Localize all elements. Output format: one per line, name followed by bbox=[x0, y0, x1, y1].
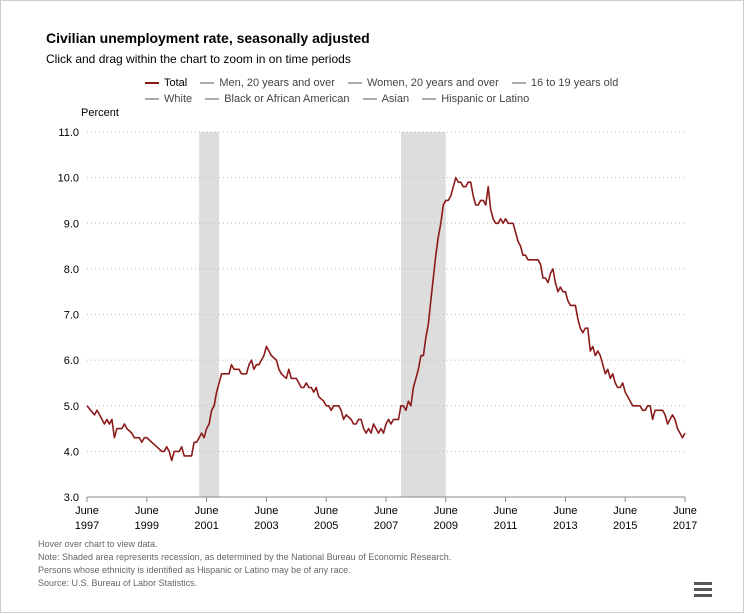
legend-item-asian[interactable]: Asian bbox=[362, 93, 410, 105]
y-tick-label: 11.0 bbox=[58, 127, 79, 139]
menu-bar bbox=[694, 582, 712, 585]
legend-label: Black or African American bbox=[224, 93, 350, 105]
legend-item-total[interactable]: Total bbox=[145, 77, 187, 89]
x-tick-label-year: 2005 bbox=[314, 520, 338, 532]
legend-swatch-icon bbox=[205, 98, 220, 100]
x-tick-label-month: June bbox=[553, 505, 577, 517]
series-line-total bbox=[86, 176, 686, 462]
x-tick-label-year: 2013 bbox=[553, 520, 577, 532]
legend-swatch-icon bbox=[347, 82, 362, 84]
x-tick-label-month: June bbox=[254, 505, 278, 517]
chart-notes: Hover over chart to view data. Note: Sha… bbox=[38, 538, 451, 590]
y-tick-label: 8.0 bbox=[64, 264, 79, 276]
chart-title: Civilian unemployment rate, seasonally a… bbox=[46, 30, 370, 46]
legend-swatch-icon bbox=[200, 82, 215, 84]
legend-label: Women, 20 years and over bbox=[366, 77, 499, 89]
x-tick-label-year: 2011 bbox=[494, 520, 518, 532]
legend-item-white[interactable]: White bbox=[145, 93, 192, 105]
legend-swatch-icon bbox=[511, 82, 526, 84]
legend-row-2: White Black or African American Asian Hi… bbox=[145, 91, 539, 105]
legend-row-1: Total Men, 20 years and over Women, 20 y… bbox=[145, 75, 628, 89]
x-tick-label-year: 2001 bbox=[194, 520, 218, 532]
legend-swatch-icon bbox=[422, 98, 437, 100]
x-tick-label-month: June bbox=[75, 505, 99, 517]
y-tick-label: 6.0 bbox=[64, 355, 79, 367]
x-tick-label-month: June bbox=[434, 505, 458, 517]
recession-note: Note: Shaded area represents recession, … bbox=[38, 552, 452, 562]
source-note: Source: U.S. Bureau of Labor Statistics. bbox=[38, 578, 198, 588]
legend-label: Men, 20 years and over bbox=[219, 77, 335, 89]
legend-swatch-icon bbox=[362, 98, 377, 100]
x-tick-label-month: June bbox=[673, 505, 697, 517]
chart-subtitle: Click and drag within the chart to zoom … bbox=[46, 52, 351, 66]
legend-item-teens[interactable]: 16 to 19 years old bbox=[511, 77, 619, 89]
menu-bar bbox=[694, 594, 712, 597]
hamburger-menu-icon[interactable] bbox=[694, 582, 712, 598]
legend-item-black[interactable]: Black or African American bbox=[205, 93, 350, 105]
legend-item-women[interactable]: Women, 20 years and over bbox=[347, 77, 499, 89]
x-tick-label-year: 1999 bbox=[135, 520, 159, 532]
ethnicity-note: Persons whose ethnicity is identified as… bbox=[38, 565, 351, 575]
legend-item-hispanic[interactable]: Hispanic or Latino bbox=[422, 93, 529, 105]
x-tick-label-month: June bbox=[195, 505, 219, 517]
x-tick-label-year: 2007 bbox=[374, 520, 398, 532]
recession-band-1 bbox=[199, 132, 220, 497]
y-tick-label: 9.0 bbox=[64, 218, 79, 230]
y-tick-label: 10.0 bbox=[58, 173, 79, 185]
legend-label: Hispanic or Latino bbox=[441, 93, 530, 105]
y-tick-label: 7.0 bbox=[64, 310, 79, 322]
x-tick-label-month: June bbox=[314, 505, 338, 517]
x-tick-label-year: 2009 bbox=[434, 520, 458, 532]
hover-hint: Hover over chart to view data. bbox=[38, 539, 158, 549]
x-tick-label-month: June bbox=[494, 505, 518, 517]
menu-bar bbox=[694, 588, 712, 591]
legend-label: White bbox=[164, 93, 193, 105]
unemployment-line-chart[interactable]: 3.0 4.0 5.0 6.0 7.0 8.0 9.0 10.0 11.0 June 1997 Jun… bbox=[0, 0, 755, 540]
legend-label: 16 to 19 years old bbox=[530, 77, 619, 89]
y-tick-label: 5.0 bbox=[64, 401, 79, 413]
x-tick-label-year: 2015 bbox=[613, 520, 637, 532]
x-tick-label-year: 1997 bbox=[75, 520, 99, 532]
x-tick-label-month: June bbox=[374, 505, 398, 517]
y-axis-label: Percent bbox=[81, 107, 119, 119]
y-tick-label: 3.0 bbox=[64, 492, 79, 504]
legend-label: Asian bbox=[381, 93, 410, 105]
legend-label: Total bbox=[164, 77, 188, 89]
x-tick-label-year: 2003 bbox=[254, 520, 278, 532]
legend-swatch-icon bbox=[145, 98, 159, 100]
x-tick-label-year: 2017 bbox=[673, 520, 697, 532]
x-tick-label-month: June bbox=[135, 505, 159, 517]
legend-swatch-icon bbox=[145, 82, 159, 84]
x-tick-label-month: June bbox=[613, 505, 637, 517]
legend-item-men[interactable]: Men, 20 years and over bbox=[200, 77, 335, 89]
y-tick-label: 4.0 bbox=[64, 446, 79, 458]
